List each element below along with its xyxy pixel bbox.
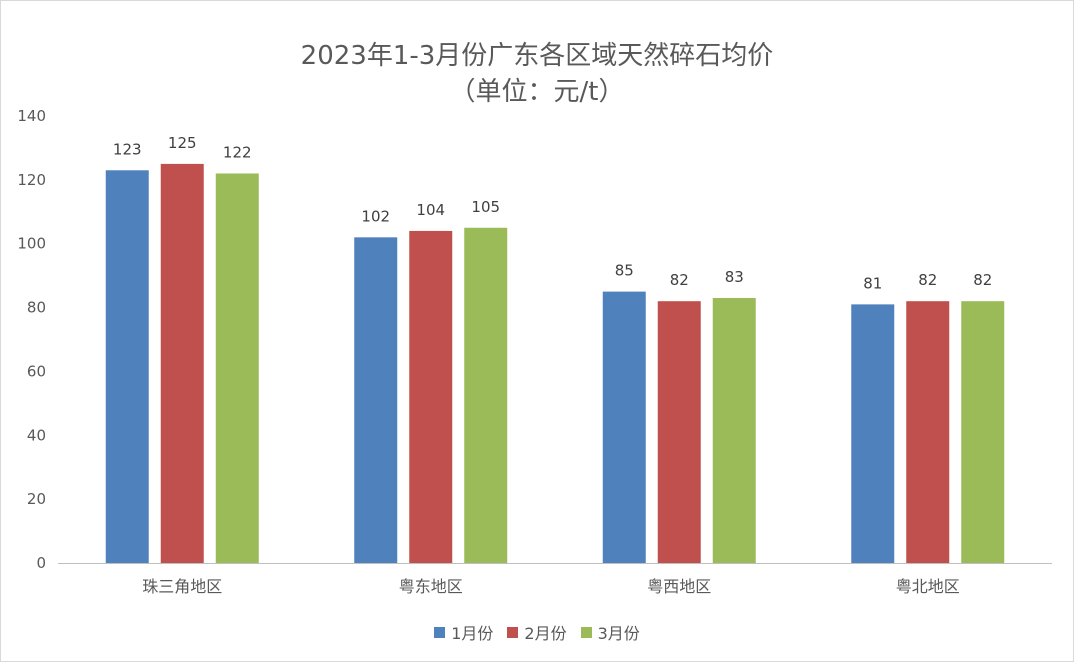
y-tick-label: 0 [36, 554, 46, 572]
bar [602, 291, 646, 563]
data-labels: 123 125 122 102 104 105 85 82 83 81 82 82 [113, 134, 992, 292]
data-label: 83 [725, 268, 744, 286]
legend-swatch [434, 626, 446, 638]
legend: 1月份 2月份 3月份 [0, 620, 1074, 644]
y-tick-label: 80 [27, 299, 46, 317]
legend-item: 3月份 [580, 620, 640, 644]
category-label: 珠三角地区 [142, 577, 222, 596]
data-label: 85 [615, 262, 634, 280]
bar [354, 237, 398, 564]
data-label: 82 [918, 271, 937, 289]
data-label: 123 [113, 140, 142, 158]
bar [851, 304, 895, 563]
chart-title: 2023年1-3月份广东各区域天然碎石均价 [300, 41, 774, 71]
bar [160, 163, 204, 563]
data-label: 105 [471, 198, 500, 216]
category-label: 粤北地区 [896, 577, 960, 596]
legend-item: 1月份 [434, 620, 493, 644]
bar [657, 301, 701, 563]
data-label: 125 [168, 134, 197, 152]
data-label: 122 [223, 143, 252, 161]
y-tick-label: 20 [27, 490, 46, 508]
category-label: 粤东地区 [399, 577, 463, 596]
chart-subtitle: （单位：元/t） [449, 77, 625, 107]
y-tick-label: 140 [17, 107, 46, 125]
bar [464, 227, 508, 563]
legend-swatch [507, 626, 519, 638]
bar [215, 173, 259, 563]
bars [105, 163, 1005, 564]
bar [105, 170, 149, 563]
category-labels: 珠三角地区 粤东地区 粤西地区 粤北地区 [142, 577, 960, 596]
legend-swatch [580, 626, 592, 638]
legend-label: 3月份 [597, 624, 640, 643]
bar [961, 301, 1005, 563]
category-label: 粤西地区 [647, 577, 711, 596]
legend-label: 2月份 [524, 624, 567, 643]
y-tick-label: 40 [27, 426, 46, 444]
legend-label: 1月份 [451, 624, 494, 643]
data-label: 82 [670, 271, 689, 289]
y-tick-label: 60 [27, 362, 46, 380]
data-label: 102 [361, 207, 390, 225]
data-label: 104 [416, 201, 445, 219]
bar [409, 230, 453, 563]
data-label: 82 [973, 271, 992, 289]
bar [906, 301, 950, 563]
y-tick-label: 100 [17, 235, 46, 253]
bar [712, 297, 756, 563]
legend-item: 2月份 [507, 620, 567, 644]
y-tick-label: 120 [17, 171, 46, 189]
data-label: 81 [863, 274, 882, 292]
y-axis-ticks: 0 20 40 60 80 100 120 140 [17, 107, 46, 572]
